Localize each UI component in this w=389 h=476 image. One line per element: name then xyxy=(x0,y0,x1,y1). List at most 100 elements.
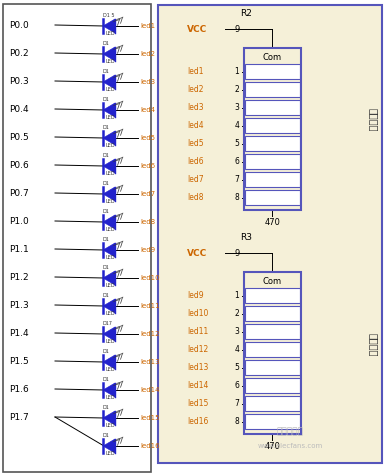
Polygon shape xyxy=(103,215,115,229)
Text: LED: LED xyxy=(106,199,116,204)
Text: P0.7: P0.7 xyxy=(9,188,29,198)
Bar xyxy=(245,378,300,393)
Polygon shape xyxy=(103,355,115,369)
Text: D17: D17 xyxy=(103,321,113,326)
Text: D1: D1 xyxy=(103,41,110,46)
Bar xyxy=(245,172,300,187)
Text: led11: led11 xyxy=(140,303,159,309)
Text: 1: 1 xyxy=(235,67,239,76)
Text: www.elecfans.com: www.elecfans.com xyxy=(258,443,322,449)
Text: LED: LED xyxy=(106,227,116,232)
Text: led12: led12 xyxy=(140,331,159,337)
Text: 3: 3 xyxy=(235,103,240,112)
Text: 3: 3 xyxy=(235,327,240,336)
Polygon shape xyxy=(103,411,115,425)
Text: R3: R3 xyxy=(240,233,252,242)
Bar xyxy=(245,118,300,133)
Bar xyxy=(245,154,300,169)
Text: P0.5: P0.5 xyxy=(9,132,29,141)
Text: P0.2: P0.2 xyxy=(9,49,29,58)
Text: 8: 8 xyxy=(235,417,239,426)
Text: P0.0: P0.0 xyxy=(9,20,29,30)
Text: led4: led4 xyxy=(187,121,203,130)
Text: LED: LED xyxy=(106,423,116,428)
Text: led7: led7 xyxy=(187,175,203,184)
Text: P1.0: P1.0 xyxy=(9,217,29,226)
Text: P1.4: P1.4 xyxy=(9,328,29,337)
Text: led14: led14 xyxy=(187,381,209,390)
Text: P1.2: P1.2 xyxy=(9,272,29,281)
Bar xyxy=(244,272,301,434)
Bar xyxy=(244,48,301,210)
Bar xyxy=(245,64,300,79)
Text: D1: D1 xyxy=(103,293,110,298)
Polygon shape xyxy=(103,187,115,201)
Text: 4: 4 xyxy=(235,121,240,130)
Text: 限流电阱: 限流电阱 xyxy=(368,333,378,357)
Text: P0.6: P0.6 xyxy=(9,160,29,169)
Text: led5: led5 xyxy=(140,135,155,141)
Text: led6: led6 xyxy=(187,157,203,166)
Bar xyxy=(245,190,300,205)
Text: 6: 6 xyxy=(235,157,240,166)
Text: D1 5: D1 5 xyxy=(103,13,114,18)
Text: R2: R2 xyxy=(240,9,252,18)
Text: LED: LED xyxy=(106,451,116,456)
Text: led13: led13 xyxy=(187,363,209,372)
Text: led13: led13 xyxy=(140,359,159,365)
Text: LED: LED xyxy=(106,115,116,120)
Text: led7: led7 xyxy=(140,191,155,197)
Text: 2: 2 xyxy=(235,85,239,94)
Bar xyxy=(245,82,300,97)
Text: led11: led11 xyxy=(187,327,208,336)
Text: led3: led3 xyxy=(140,79,155,85)
Text: 限流电阱: 限流电阱 xyxy=(368,108,378,132)
Text: led14: led14 xyxy=(140,387,159,393)
Bar xyxy=(3,4,151,472)
Bar xyxy=(245,342,300,357)
Text: 电子发烧度: 电子发烧度 xyxy=(277,427,303,436)
Text: D1: D1 xyxy=(103,153,110,158)
Polygon shape xyxy=(103,271,115,285)
Text: 9: 9 xyxy=(235,248,240,258)
Polygon shape xyxy=(103,75,115,89)
Text: led2: led2 xyxy=(140,51,155,57)
Text: led1: led1 xyxy=(187,67,203,76)
Bar xyxy=(245,288,300,303)
Polygon shape xyxy=(103,327,115,341)
Text: led15: led15 xyxy=(140,415,159,421)
Text: D1: D1 xyxy=(103,125,110,130)
Text: Com: Com xyxy=(263,277,282,286)
Text: 7: 7 xyxy=(235,175,240,184)
Text: P0.3: P0.3 xyxy=(9,77,29,86)
Polygon shape xyxy=(103,19,115,33)
Polygon shape xyxy=(103,131,115,145)
Text: VCC: VCC xyxy=(187,248,207,258)
Text: VCC: VCC xyxy=(187,24,207,33)
Text: LED: LED xyxy=(106,283,116,288)
Bar xyxy=(245,136,300,151)
Text: LED: LED xyxy=(106,143,116,148)
Text: led16: led16 xyxy=(187,417,209,426)
Polygon shape xyxy=(103,47,115,61)
Text: led10: led10 xyxy=(140,275,159,281)
Polygon shape xyxy=(103,103,115,117)
Text: 7: 7 xyxy=(235,399,240,408)
Text: 5: 5 xyxy=(235,139,240,148)
Bar xyxy=(158,5,382,463)
Text: D1: D1 xyxy=(103,69,110,74)
Text: 470: 470 xyxy=(265,442,280,451)
Text: LED: LED xyxy=(106,311,116,316)
Text: led9: led9 xyxy=(140,247,155,253)
Text: led12: led12 xyxy=(187,345,208,354)
Text: D1: D1 xyxy=(103,377,110,382)
Text: D1: D1 xyxy=(103,405,110,410)
Text: P1.3: P1.3 xyxy=(9,300,29,309)
Text: led6: led6 xyxy=(140,163,155,169)
Text: D1: D1 xyxy=(103,181,110,186)
Text: P1.6: P1.6 xyxy=(9,385,29,394)
Text: led2: led2 xyxy=(187,85,203,94)
Text: LED: LED xyxy=(106,367,116,372)
Text: D1: D1 xyxy=(103,97,110,102)
Bar xyxy=(245,324,300,339)
